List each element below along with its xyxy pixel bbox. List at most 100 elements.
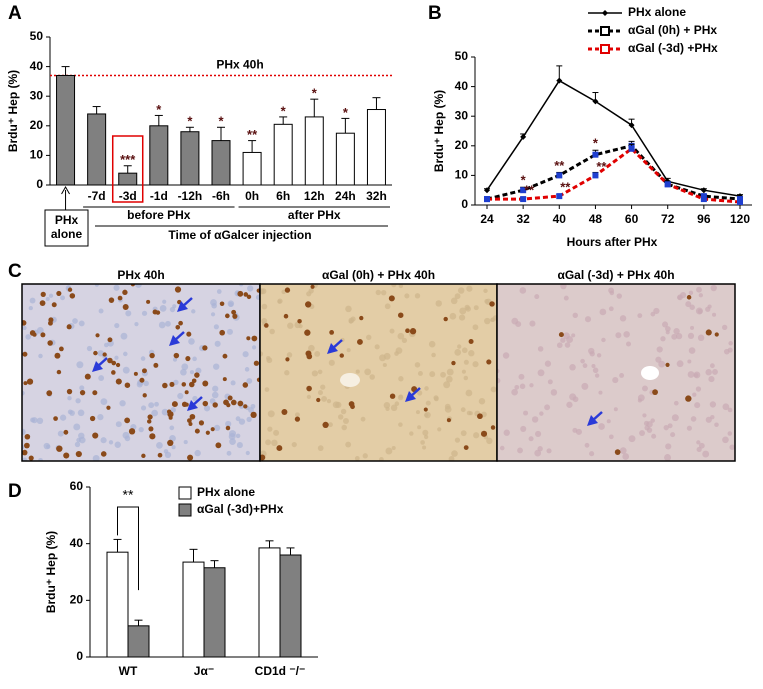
nucleus — [148, 426, 154, 432]
cell — [606, 419, 611, 424]
cell — [472, 324, 479, 331]
marker — [700, 196, 707, 203]
cell — [306, 394, 312, 400]
y-axis-label: Brdu⁺ Hep (%) — [44, 531, 58, 613]
cell — [397, 332, 405, 340]
cell — [291, 441, 297, 448]
legend-marker — [600, 44, 610, 54]
cell — [67, 409, 73, 415]
nucleus — [153, 362, 159, 368]
nucleus — [443, 316, 448, 322]
nucleus — [66, 388, 73, 395]
nucleus — [205, 430, 210, 435]
cell — [547, 379, 553, 385]
cell — [210, 312, 216, 317]
cell — [422, 429, 429, 436]
cell — [287, 322, 294, 329]
cell — [445, 375, 453, 383]
cell — [391, 284, 397, 288]
cell — [463, 375, 469, 381]
cell — [294, 412, 300, 418]
cell — [48, 293, 54, 298]
cell — [546, 448, 552, 454]
cell — [36, 326, 44, 334]
bar — [304, 116, 324, 186]
cell — [644, 425, 650, 431]
nucleus — [40, 332, 46, 338]
cell — [560, 284, 567, 290]
cell — [673, 328, 680, 335]
cell — [705, 306, 711, 312]
nucleus — [243, 292, 249, 297]
cell — [264, 387, 270, 392]
cell — [665, 443, 672, 450]
nucleus — [305, 301, 312, 308]
cell — [550, 389, 558, 396]
cell — [712, 368, 718, 375]
nucleus — [24, 442, 30, 449]
cell — [345, 441, 352, 448]
nucleus — [24, 433, 31, 440]
cell — [245, 450, 250, 456]
cell — [382, 362, 387, 368]
cell — [345, 305, 352, 313]
marker — [664, 181, 671, 188]
cell — [622, 453, 630, 460]
significance: ** — [560, 180, 571, 195]
cell — [503, 429, 510, 436]
nucleus — [107, 357, 113, 364]
marker — [520, 196, 527, 203]
cell — [269, 328, 275, 335]
cell — [690, 416, 697, 422]
significance: ** — [123, 487, 134, 503]
nucleus — [614, 449, 621, 455]
y-axis-label: Brdu⁺ Hep (%) — [432, 90, 446, 172]
cell — [664, 454, 672, 461]
cell — [486, 437, 493, 445]
y-tick-label: 10 — [455, 168, 469, 182]
bar — [366, 109, 386, 186]
cell — [615, 332, 622, 339]
cell — [454, 293, 461, 300]
y-tick-label: 40 — [70, 536, 84, 550]
cell — [398, 284, 404, 289]
nucleus — [297, 318, 302, 324]
cell — [651, 433, 657, 439]
cell — [676, 360, 684, 368]
cell — [138, 427, 144, 433]
cell — [596, 353, 602, 358]
cell — [591, 363, 596, 368]
cell — [697, 334, 705, 342]
cell — [537, 346, 544, 352]
cell — [114, 441, 121, 448]
nucleus — [463, 445, 469, 450]
nucleus — [46, 390, 53, 397]
arrow-head — [92, 361, 103, 372]
nucleus — [162, 382, 168, 389]
cell — [389, 328, 395, 334]
marker — [484, 196, 490, 203]
x-tick-label: 40 — [553, 212, 567, 226]
cell — [415, 410, 420, 415]
y-tick-label: 30 — [455, 108, 469, 122]
arrow-head — [177, 301, 188, 312]
x-tick-label: PHx alone — [50, 213, 83, 241]
cell — [375, 289, 381, 296]
nucleus — [251, 335, 258, 342]
cell — [195, 367, 202, 374]
cell — [435, 300, 442, 307]
cell — [22, 325, 27, 331]
cell — [619, 315, 627, 322]
legend-label: αGal (0h) + PHx — [628, 23, 717, 37]
nucleus — [69, 293, 76, 299]
cell — [320, 384, 326, 390]
cell — [560, 337, 566, 343]
nucleus — [157, 452, 163, 458]
cell — [314, 350, 321, 357]
cell — [115, 421, 122, 428]
cell — [76, 361, 84, 369]
nucleus — [66, 324, 72, 330]
cell — [75, 398, 81, 404]
cell — [306, 291, 312, 297]
micrograph — [22, 284, 260, 461]
